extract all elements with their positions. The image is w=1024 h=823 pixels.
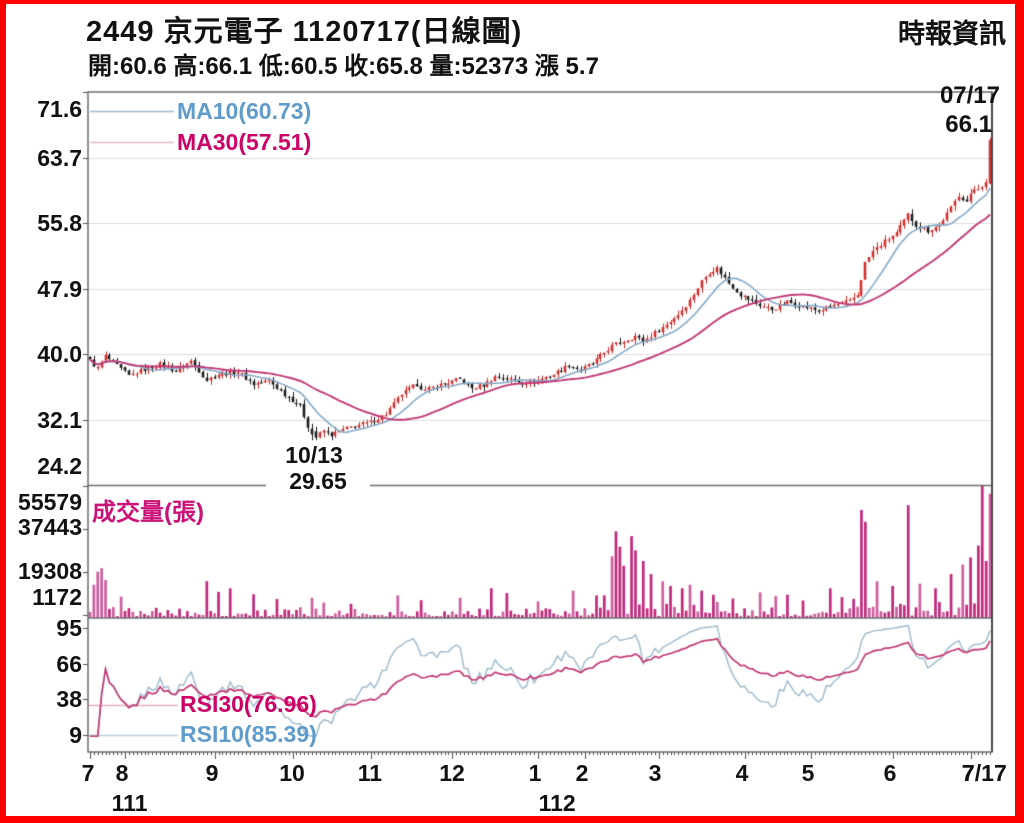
volume-tick-label: 55579 xyxy=(18,489,82,515)
rsi-tick-label: 9 xyxy=(69,722,82,748)
x-axis-month-label: 6 xyxy=(883,760,897,786)
x-axis-month-label: 3 xyxy=(648,760,662,786)
price-tick-label: 71.6 xyxy=(37,96,82,122)
x-axis-month-label: 9 xyxy=(205,760,219,786)
price-tick-label: 63.7 xyxy=(37,144,82,171)
x-axis-year-label: 111 xyxy=(111,790,148,816)
x-axis-month-label: 5 xyxy=(801,760,815,786)
annotation-low-date: 10/13 xyxy=(285,442,343,468)
ohlc-summary: 開:60.6 高:66.1 低:60.5 收:65.8 量:52373 漲 5.… xyxy=(88,53,599,80)
x-axis-month-label: 8 xyxy=(115,760,129,786)
rsi-tick-label: 66 xyxy=(56,651,82,678)
page-title: 2449 京元電子 1120717(日線圖) xyxy=(86,16,523,48)
x-axis-month-label: 10 xyxy=(279,760,305,786)
red-border-top xyxy=(0,0,1024,4)
price-tick-label: 24.2 xyxy=(37,453,82,479)
price-tick-label: 32.1 xyxy=(37,406,82,433)
price-tick-label: 40.0 xyxy=(37,341,82,367)
x-axis-end-date-label: 7/17 xyxy=(962,760,1007,786)
red-border-bottom xyxy=(0,816,1024,823)
x-axis-month-label: 12 xyxy=(439,760,465,786)
x-axis-year-label: 112 xyxy=(538,790,576,816)
annotation-last-high: 66.1 xyxy=(945,111,992,138)
x-axis-month-label: 1 xyxy=(528,760,542,786)
x-axis-month-label: 2 xyxy=(575,760,589,786)
x-axis-month-label: 7 xyxy=(81,760,95,786)
rsi-tick-label: 38 xyxy=(56,685,82,712)
red-border-right xyxy=(1015,0,1024,823)
legend-ma10: MA10(60.73) xyxy=(177,98,312,124)
x-axis-month-label: 4 xyxy=(735,760,749,786)
volume-tick-label: 19308 xyxy=(18,558,82,584)
red-border-left xyxy=(0,0,6,823)
legend-ma30: MA30(57.51) xyxy=(177,129,312,155)
x-axis-month-label: 7 xyxy=(961,760,975,786)
legend-rsi30: RSI30(76.96) xyxy=(180,691,317,717)
annotation-low-price: 29.65 xyxy=(266,468,370,495)
price-tick-label: 55.8 xyxy=(37,210,82,236)
volume-tick-label: 1172 xyxy=(32,584,82,610)
legend-rsi10: RSI10(85.39) xyxy=(180,721,317,747)
volume-panel-label: 成交量(張) xyxy=(92,499,204,526)
source-label: 時報資訊 xyxy=(898,19,1006,49)
annotation-last-date: 07/17 xyxy=(939,82,1000,109)
rsi-tick-label: 95 xyxy=(56,615,82,641)
x-axis-month-label: 11 xyxy=(357,760,383,786)
price-tick-label: 47.9 xyxy=(37,275,82,302)
volume-tick-label: 37443 xyxy=(18,514,82,540)
